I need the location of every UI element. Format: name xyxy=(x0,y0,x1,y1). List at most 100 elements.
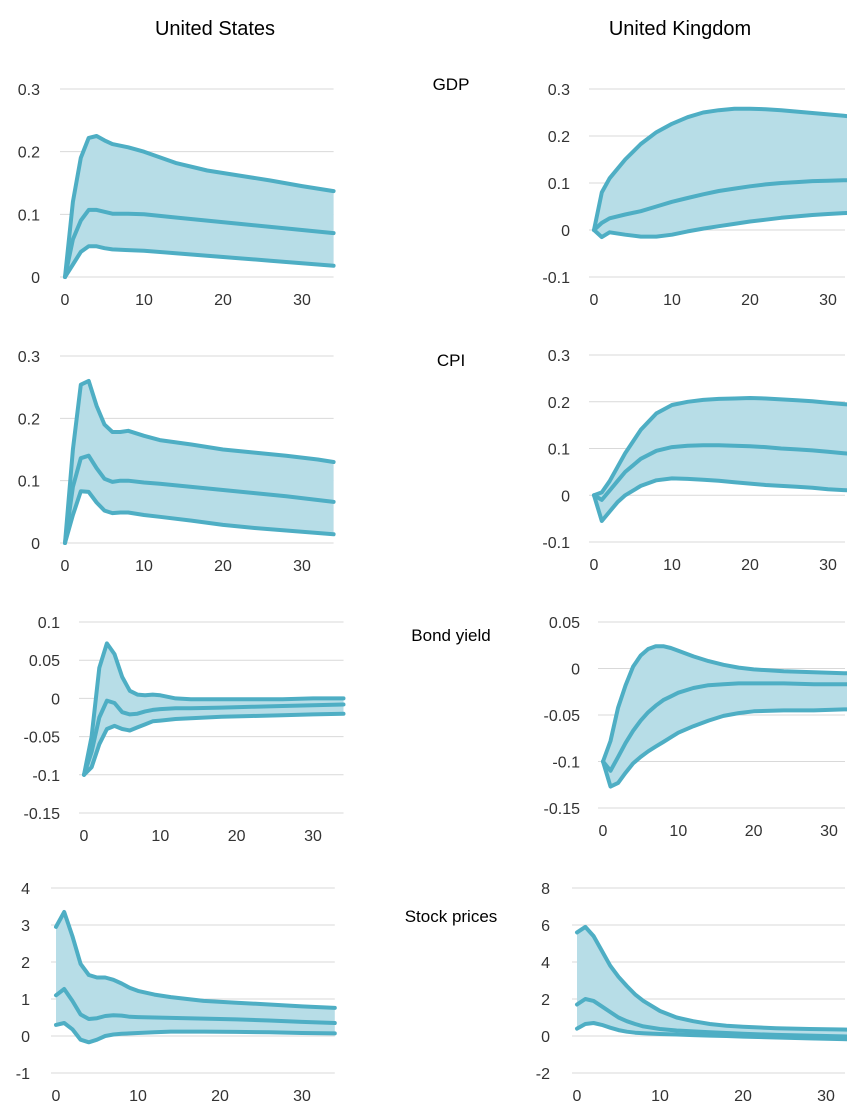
confidence-band xyxy=(577,926,847,1040)
y-tick-label: 4 xyxy=(21,881,30,898)
y-tick-label: 0.1 xyxy=(548,442,570,459)
upper-bound-line xyxy=(592,396,847,498)
median-line xyxy=(601,681,847,773)
confidence-band xyxy=(594,398,847,521)
panel-uk-stock-prices: -2 0 2 4 6 8 0 10 20 30 xyxy=(536,881,847,1105)
x-tick-label: 0 xyxy=(573,1088,582,1105)
y-tick-label: 0 xyxy=(561,223,570,240)
y-tick-label: 0.3 xyxy=(548,82,570,99)
x-tick-label: 10 xyxy=(135,292,153,309)
x-tick-label: 30 xyxy=(293,558,311,575)
upper-bound-line xyxy=(63,378,336,545)
upper-bound-line xyxy=(54,910,337,1010)
x-tick-label: 30 xyxy=(820,823,838,840)
confidence-band xyxy=(65,136,334,277)
upper-bound-line xyxy=(63,134,336,279)
x-tick-label: 30 xyxy=(293,292,311,309)
x-tick-label: 0 xyxy=(52,1088,61,1105)
panel-us-stock-prices: -1 0 1 2 3 4 0 10 20 30 xyxy=(16,881,337,1105)
y-tick-label: 0.1 xyxy=(18,207,40,224)
median-line xyxy=(54,987,337,1025)
lower-bound-line xyxy=(592,476,847,523)
y-tick-label: 0 xyxy=(561,488,570,505)
x-tick-label: 20 xyxy=(745,823,763,840)
confidence-band xyxy=(603,646,847,787)
x-tick-label: 20 xyxy=(734,1088,752,1105)
x-tick-label: 10 xyxy=(129,1088,147,1105)
x-tick-label: 10 xyxy=(663,557,681,574)
y-tick-label: 4 xyxy=(541,955,550,972)
lower-bound-line xyxy=(601,707,847,789)
lower-bound-line xyxy=(54,1021,337,1045)
y-tick-label: -0.1 xyxy=(542,535,570,552)
median-line xyxy=(63,207,336,279)
confidence-band xyxy=(56,912,335,1043)
x-tick-label: 20 xyxy=(741,557,759,574)
x-tick-label: 30 xyxy=(304,828,322,845)
x-tick-label: 0 xyxy=(599,823,608,840)
median-line xyxy=(82,698,346,777)
lower-bound-line xyxy=(575,1021,847,1042)
x-tick-label: 10 xyxy=(669,823,687,840)
x-tick-label: 30 xyxy=(819,557,837,574)
x-tick-label: 0 xyxy=(61,292,70,309)
x-tick-label: 0 xyxy=(590,292,599,309)
x-tick-label: 10 xyxy=(135,558,153,575)
y-tick-label: 0.1 xyxy=(18,474,40,491)
panel-uk-bond-yield: -0.15 -0.1 -0.05 0 0.05 0 10 20 30 xyxy=(544,615,847,840)
lower-bound-line xyxy=(63,489,336,545)
upper-bound-line xyxy=(575,924,847,1032)
median-line xyxy=(575,997,847,1039)
lower-bound-line xyxy=(82,711,346,777)
y-tick-label: -0.05 xyxy=(544,708,581,725)
us-column-title: United States xyxy=(154,18,276,40)
y-tick-label: 3 xyxy=(21,918,30,935)
x-tick-label: 10 xyxy=(663,292,681,309)
y-tick-label: 0.1 xyxy=(38,615,60,632)
lower-bound-line xyxy=(592,210,847,240)
y-tick-label: 6 xyxy=(541,918,550,935)
y-tick-label: -0.1 xyxy=(542,270,570,287)
upper-bound-line xyxy=(601,644,847,764)
x-tick-label: 20 xyxy=(211,1088,229,1105)
median-line xyxy=(63,453,336,545)
y-tick-label: 0.2 xyxy=(548,395,570,412)
y-tick-label: 0 xyxy=(51,691,60,708)
x-tick-label: 10 xyxy=(151,828,169,845)
x-tick-label: 30 xyxy=(819,292,837,309)
y-tick-label: 0.3 xyxy=(18,82,40,99)
y-tick-label: -0.15 xyxy=(544,801,581,818)
x-tick-label: 20 xyxy=(214,558,232,575)
upper-bound-line xyxy=(82,641,346,777)
x-tick-label: 20 xyxy=(741,292,759,309)
y-tick-label: -2 xyxy=(536,1066,550,1083)
y-tick-label: 0 xyxy=(21,1029,30,1046)
panel-us-gdp: 0 0.1 0.2 0.3 0 10 20 30 xyxy=(18,82,336,309)
y-tick-label: 0 xyxy=(31,536,40,553)
x-tick-label: 0 xyxy=(61,558,70,575)
y-tick-label: 0.2 xyxy=(18,145,40,162)
lower-bound-line xyxy=(63,244,336,279)
y-tick-label: 0.1 xyxy=(548,176,570,193)
y-tick-label: 0.2 xyxy=(18,411,40,428)
y-tick-label: -0.05 xyxy=(24,730,61,747)
panel-uk-gdp: -0.1 0 0.1 0.2 0.3 0 10 20 30 xyxy=(542,82,847,309)
y-tick-label: 0.05 xyxy=(549,615,580,632)
confidence-band xyxy=(65,380,334,543)
row-label-cpi: CPI xyxy=(436,351,466,370)
x-tick-label: 0 xyxy=(80,828,89,845)
y-tick-label: 0.3 xyxy=(548,348,570,365)
y-tick-label: 0 xyxy=(541,1029,550,1046)
x-tick-label: 20 xyxy=(228,828,246,845)
y-tick-label: -0.15 xyxy=(24,806,61,823)
y-tick-label: 8 xyxy=(541,881,550,898)
x-tick-label: 20 xyxy=(214,292,232,309)
panel-uk-cpi: -0.1 0 0.1 0.2 0.3 0 10 20 30 xyxy=(542,348,847,574)
row-label-bond-yield: Bond yield xyxy=(411,626,491,645)
x-tick-label: 10 xyxy=(651,1088,669,1105)
y-tick-label: 0.3 xyxy=(18,349,40,366)
y-tick-label: -0.1 xyxy=(552,755,580,772)
row-label-gdp: GDP xyxy=(432,75,470,94)
y-tick-label: 2 xyxy=(541,992,550,1009)
